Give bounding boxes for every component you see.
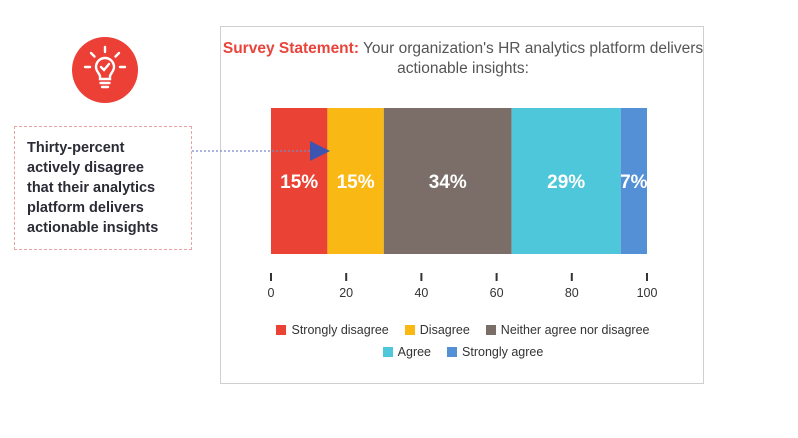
legend-item: Strongly agree xyxy=(447,345,543,359)
legend-swatch xyxy=(382,347,393,357)
data-label: 15% xyxy=(337,172,375,193)
x-tick-label: 40 xyxy=(414,286,428,300)
x-tick-label: 20 xyxy=(339,286,353,300)
legend-swatch xyxy=(404,325,415,335)
legend-swatch xyxy=(485,325,496,335)
x-tick-label: 100 xyxy=(637,286,658,300)
legend-swatch xyxy=(276,325,287,335)
chart-title: Survey Statement: Your organization's HR… xyxy=(221,39,705,79)
callout-line: actively disagree xyxy=(27,160,144,176)
legend-label: Strongly disagree xyxy=(291,323,389,337)
legend-label: Strongly agree xyxy=(462,345,544,359)
lightbulb-icon-badge xyxy=(72,37,138,103)
chart-title-text: Your organization's HR analytics platfor… xyxy=(363,40,704,77)
chart-title-lead: Survey Statement: xyxy=(222,40,359,57)
legend-item: Strongly disagree xyxy=(276,323,389,337)
legend-label: Agree xyxy=(397,345,432,359)
callout-line: actionable insights xyxy=(27,220,159,236)
x-tick-label: 0 xyxy=(268,286,275,300)
data-label: 34% xyxy=(429,172,467,193)
legend-label: Disagree xyxy=(419,323,470,337)
legend-swatch xyxy=(447,347,458,357)
lightbulb-icon xyxy=(83,45,127,89)
bar-segment-disagree xyxy=(327,108,384,254)
x-tick-label: 60 xyxy=(490,286,504,300)
callout-line: Thirty-percent xyxy=(27,140,125,156)
legend-item: Neither agree nor disagree xyxy=(485,323,650,337)
data-label: 15% xyxy=(280,172,318,193)
legend-item: Disagree xyxy=(404,323,470,337)
legend-label: Neither agree nor disagree xyxy=(500,323,650,337)
bar-segment-strongly-disagree xyxy=(271,108,328,254)
legend-row: Agree Strongly agree xyxy=(221,345,705,359)
bar-segment-strongly-agree xyxy=(620,108,647,254)
stacked-bar-chart: 15% 15% 34% 29% 7% 0 20 40 60 80 100 xyxy=(268,108,658,300)
legend-row: Strongly disagree Disagree Neither agree n… xyxy=(221,323,705,337)
x-tick-label: 80 xyxy=(565,286,579,300)
bar-segment-agree xyxy=(511,108,621,254)
chart-card: Survey Statement: Your organization's HR… xyxy=(220,26,704,384)
legend-item: Agree xyxy=(382,345,432,359)
data-label: 7% xyxy=(620,172,648,193)
callout-line: platform delivers xyxy=(27,200,144,216)
chart-legend: Strongly disagree Disagree Neither agree n… xyxy=(221,323,705,367)
callout-line: that their analytics xyxy=(27,180,156,196)
data-label: 29% xyxy=(547,172,585,193)
bar-segment-neither-agree-nor-disagree xyxy=(383,108,512,254)
callout-box: Thirty-percent actively disagree that th… xyxy=(14,126,192,250)
